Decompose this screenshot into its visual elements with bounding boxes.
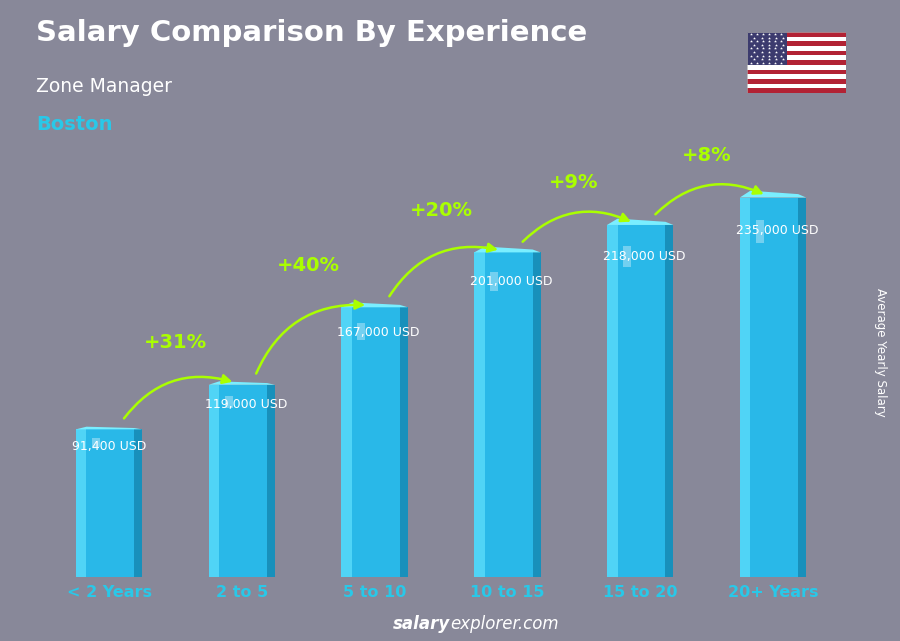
Bar [756,221,764,243]
Bar [747,65,846,69]
Bar [357,324,365,340]
Bar [341,307,352,577]
Bar [747,88,846,93]
Text: +9%: +9% [549,173,598,192]
Bar [740,197,751,577]
Polygon shape [607,219,673,225]
Bar [533,253,541,577]
Bar [747,37,846,42]
Bar [747,32,846,37]
Text: +40%: +40% [276,256,339,274]
Text: 235,000 USD: 235,000 USD [736,224,818,237]
Bar [747,56,846,60]
Bar [665,225,673,577]
Bar [474,253,541,577]
Bar [747,51,846,56]
Bar [747,79,846,83]
Bar [747,69,846,74]
Polygon shape [474,247,541,253]
Text: 218,000 USD: 218,000 USD [603,249,686,263]
Bar [76,429,142,577]
Bar [607,225,673,577]
Text: 119,000 USD: 119,000 USD [204,398,287,412]
Bar [623,246,631,267]
Bar [747,32,787,65]
Bar [134,429,142,577]
Text: Boston: Boston [36,115,112,135]
Bar [225,396,232,408]
Bar [740,197,806,577]
Bar [474,253,485,577]
Text: salary: salary [392,615,450,633]
Bar [607,225,617,577]
Bar [747,74,846,79]
Bar [798,197,806,577]
Bar [491,272,498,292]
Bar [209,385,275,577]
Polygon shape [209,381,275,385]
Bar [747,60,846,65]
Text: +8%: +8% [682,146,732,165]
Text: Average Yearly Salary: Average Yearly Salary [874,288,886,417]
Text: explorer.com: explorer.com [450,615,559,633]
Polygon shape [341,303,408,307]
Polygon shape [76,427,142,429]
Bar [92,438,100,447]
Text: Zone Manager: Zone Manager [36,77,172,96]
Bar [76,429,86,577]
Bar [267,385,275,577]
Polygon shape [740,190,806,197]
Bar [747,46,846,51]
Bar [747,42,846,46]
Text: Salary Comparison By Experience: Salary Comparison By Experience [36,19,587,47]
Text: 201,000 USD: 201,000 USD [470,275,553,288]
Text: +20%: +20% [410,201,472,220]
Bar [209,385,220,577]
Bar [747,83,846,88]
Text: +31%: +31% [144,333,207,352]
Bar [341,307,408,577]
Bar [400,307,408,577]
Text: 91,400 USD: 91,400 USD [72,440,146,453]
Text: 167,000 USD: 167,000 USD [338,326,420,339]
